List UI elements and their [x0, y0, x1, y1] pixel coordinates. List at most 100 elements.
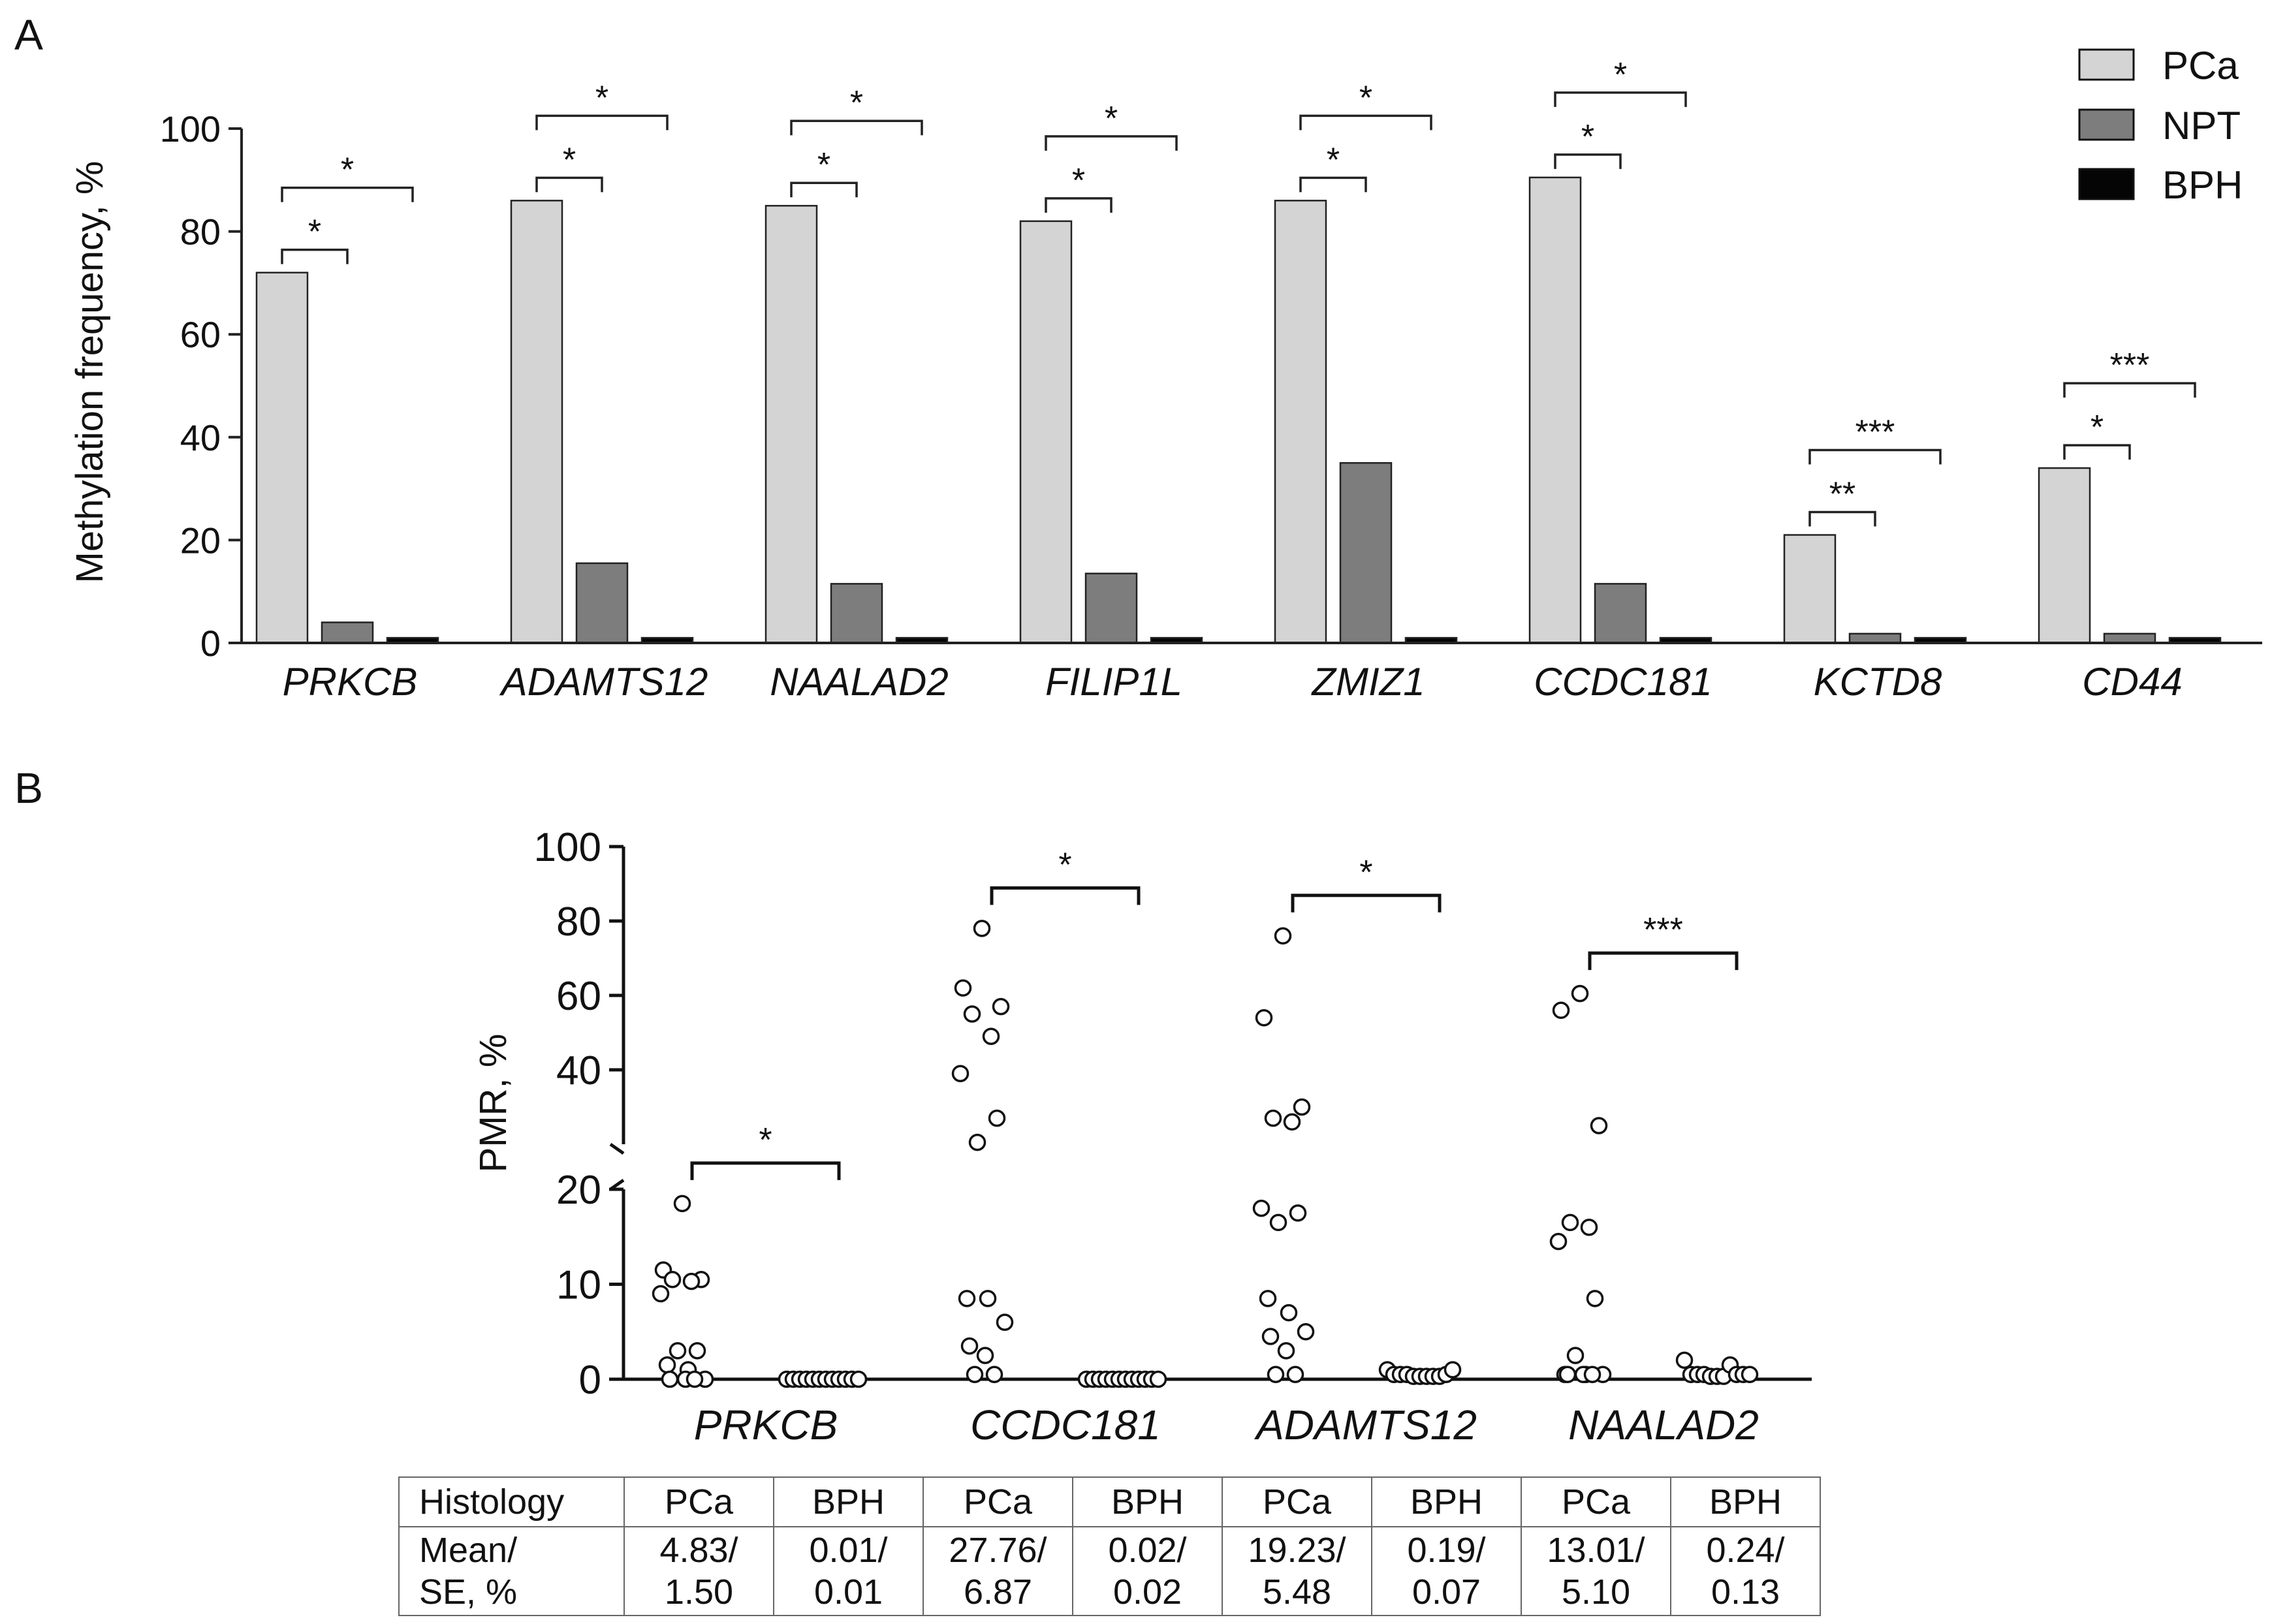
point-adamts12-pca [1264, 1109, 1282, 1127]
bar-cd44-npt [2103, 632, 2156, 644]
bar-filip1l-pca [1019, 220, 1073, 644]
sig-label-cd44-0: * [2091, 409, 2104, 446]
sig-bracket-zmiz1-1 [1299, 114, 1432, 131]
stats-table-value-row: Mean/ SE, % 4.83/1.50 0.01/0.01 27.76/6.… [398, 1526, 1821, 1616]
sig-bracket-ccdc181-1 [1554, 91, 1687, 107]
sig-bracket-naalad2-1 [790, 119, 923, 136]
stats-row-label: Mean/ SE, % [398, 1526, 625, 1616]
sig-bracket-adamts12-1 [535, 114, 669, 131]
sig-bracket-b-naalad2 [1588, 951, 1739, 971]
stats-mean: 0.24/ [1706, 1531, 1785, 1570]
panel-a-y-tick-label: 60 [180, 314, 221, 355]
point-adamts12-pca [1261, 1328, 1280, 1345]
stats-header-prkcb-pca: PCa [623, 1476, 774, 1527]
sig-bracket-filip1l-1 [1045, 135, 1178, 151]
sig-label-naalad2-1: * [850, 84, 863, 122]
panel-a-y-tick-label: 0 [200, 623, 221, 664]
stats-header-histology: Histology [398, 1476, 625, 1527]
sig-label-adamts12-1: * [595, 79, 608, 117]
point-ccdc181-pca [958, 1290, 976, 1307]
point-adamts12-bph [1444, 1361, 1462, 1379]
bar-filip1l-npt [1084, 572, 1138, 644]
panel-a-label: A [14, 10, 43, 59]
sig-label-zmiz1-0: * [1327, 141, 1340, 179]
stats-cell-prkcb-pca: 4.83/1.50 [623, 1526, 774, 1616]
legend-label-pca: PCa [2162, 44, 2239, 87]
point-ccdc181-pca [979, 1290, 997, 1307]
panel-b-y-tick-label: 10 [556, 1263, 601, 1308]
point-naalad2-pca [1566, 1347, 1585, 1364]
stats-header-adamts12-pca: PCa [1222, 1476, 1372, 1527]
sig-bracket-adamts12-0 [535, 176, 603, 193]
point-prkcb-pca [673, 1195, 691, 1213]
point-prkcb-pca [652, 1285, 670, 1303]
point-ccdc181-pca [954, 979, 972, 997]
sig-label-cd44-1: *** [2110, 347, 2150, 384]
point-naalad2-pca [1583, 1366, 1601, 1383]
point-naalad2-pca [1580, 1218, 1598, 1236]
stats-se: 5.10 [1561, 1572, 1631, 1612]
bar-kctd8-pca [1783, 534, 1837, 644]
sig-bracket-kctd8-1 [1808, 448, 1942, 465]
point-prkcb-pca [686, 1370, 704, 1388]
panel-a-y-axis-label: Methylation frequency, % [69, 161, 111, 584]
panel-b-y-tick-label: 40 [556, 1048, 601, 1093]
sig-label-zmiz1-1: * [1359, 79, 1372, 117]
panel-b-axis-break-mark [609, 1142, 625, 1155]
panel-b-y-tick-label: 80 [556, 899, 601, 945]
point-prkcb-pca [658, 1356, 676, 1374]
point-ccdc181-pca [982, 1027, 1000, 1045]
point-adamts12-pca [1252, 1199, 1270, 1217]
sig-label-naalad2-0: * [817, 146, 830, 184]
panel-b-label: B [14, 764, 43, 812]
stats-mean: 0.19/ [1407, 1531, 1486, 1570]
point-prkcb-pca [661, 1370, 679, 1388]
stats-table-header-row: Histology PCa BPH PCa BPH PCa BPH PCa BP… [398, 1476, 1821, 1527]
point-adamts12-pca [1269, 1213, 1287, 1232]
bar-ccdc181-npt [1594, 583, 1647, 644]
stats-se: 5.48 [1262, 1572, 1332, 1612]
point-adamts12-pca [1283, 1113, 1301, 1131]
sig-bracket-prkcb-0 [281, 248, 349, 264]
sig-label-b-naalad2: *** [1643, 911, 1683, 949]
sig-label-prkcb-1: * [341, 151, 354, 189]
sig-label-ccdc181-1: * [1614, 56, 1627, 94]
stats-mean: 19.23/ [1248, 1531, 1346, 1570]
point-adamts12-pca [1289, 1204, 1307, 1222]
point-ccdc181-pca [996, 1313, 1014, 1331]
point-ccdc181-pca [988, 1109, 1006, 1127]
panel-b-x-tick-label-naalad2: NAALAD2 [1568, 1401, 1759, 1448]
stats-se: 0.13 [1711, 1572, 1780, 1612]
panel-b-axes: 0 10 20 40 60 80 100 PRKCB CCDC181 ADAMTS12 NAALAD… [534, 825, 1812, 1448]
bar-zmiz1-npt [1339, 461, 1393, 644]
stats-mean: 0.01/ [809, 1531, 888, 1570]
point-adamts12-pca [1255, 1008, 1273, 1027]
point-ccdc181-pca [966, 1366, 984, 1383]
sig-label-adamts12-0: * [563, 141, 576, 179]
stats-row-label-line1: Mean/ [419, 1531, 518, 1570]
point-adamts12-pca [1297, 1323, 1315, 1341]
point-ccdc181-pca [960, 1337, 979, 1355]
panel-b-x-tick-label-prkcb: PRKCB [694, 1401, 838, 1448]
panel-a-x-tick-label-kctd8: KCTD8 [1814, 660, 1942, 704]
stats-se: 1.50 [664, 1572, 734, 1612]
point-naalad2-pca [1549, 1232, 1568, 1251]
bar-kctd8-npt [1848, 632, 1902, 644]
point-ccdc181-bph [1149, 1370, 1167, 1388]
stats-se: 0.02 [1112, 1572, 1182, 1612]
sig-bracket-ccdc181-0 [1554, 153, 1622, 169]
panel-a-x-tick-label-zmiz1: ZMIZ1 [1310, 660, 1425, 704]
sig-label-b-prkcb: * [759, 1121, 772, 1159]
point-ccdc181-pca [992, 997, 1010, 1016]
panel-a-x-tick-label-filip1l: FILIP1L [1045, 660, 1182, 704]
point-naalad2-pca [1590, 1117, 1608, 1134]
sig-label-filip1l-0: * [1072, 162, 1085, 200]
legend-swatch-bph [2078, 168, 2135, 200]
panel-b-y-tick-label: 100 [534, 825, 601, 870]
panel-b-x-tick-label-adamts12: ADAMTS12 [1254, 1401, 1477, 1448]
panel-a-y-tick-label: 20 [180, 520, 221, 561]
sig-label-ccdc181-0: * [1581, 118, 1594, 156]
sig-bracket-b-ccdc181 [990, 886, 1141, 905]
point-adamts12-pca [1267, 1366, 1285, 1383]
